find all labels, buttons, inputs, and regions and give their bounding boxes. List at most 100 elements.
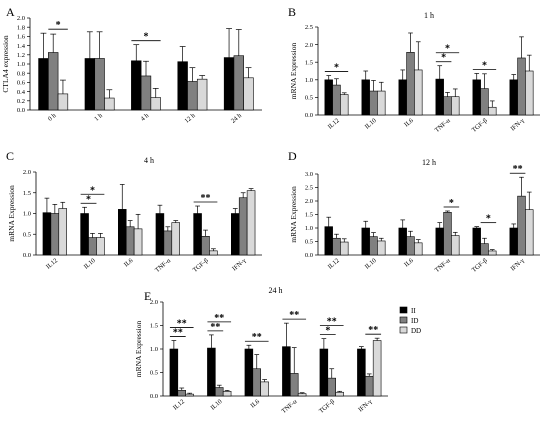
bar-b [369, 90, 378, 116]
bar-d [340, 241, 349, 256]
bar-b [488, 106, 497, 116]
y-tick-label-e: 1.0 [150, 346, 158, 353]
significance-marker-e: ** [214, 313, 224, 324]
chart-title-e: 24 h [269, 286, 283, 295]
bar-e [222, 390, 232, 397]
chart-panel-b: 1 h 0.0 0.5 1.0 1.5 2.0 2.5 mRNA Expression IL12… [289, 11, 540, 134]
y-axis-title-a: CTLA4 expression [1, 35, 10, 93]
y-tick-label-c: 0.5 [23, 231, 31, 238]
y-tick-label-d: 0.5 [305, 239, 313, 246]
bar-d [472, 227, 481, 256]
bar-c [163, 230, 173, 256]
bar-e [260, 381, 269, 397]
significance-marker-e: ** [173, 328, 183, 339]
bar-d [480, 243, 489, 256]
bar-a [38, 58, 49, 111]
bar-b [361, 79, 370, 116]
bar-c [201, 236, 210, 256]
y-tick-label-a: 2.0 [17, 15, 25, 22]
x-tick-label-b: IL6 [403, 117, 415, 129]
x-tick-label-b: TNF-α [434, 117, 453, 134]
bar-b [324, 79, 333, 116]
chart-panel-c: 4 h 0.0 0.5 1.0 1.5 2.0 mRNA Expression IL12 IL1… [7, 156, 262, 274]
panel-label-b: B [288, 5, 296, 19]
y-tick-label-d: 2.5 [305, 185, 313, 192]
bar-d [377, 240, 386, 256]
chart-title-d: 12 h [422, 158, 436, 167]
x-tick-label-b: IL10 [364, 117, 378, 130]
y-axis-title-e: mRNA Expression [134, 321, 143, 378]
bar-a [196, 78, 208, 111]
y-tick-label-b: 2.0 [305, 42, 313, 49]
bar-b [332, 84, 341, 116]
y-tick-label-d: 3.0 [305, 171, 313, 178]
bar-d [361, 227, 370, 256]
y-tick-label-e: 1.5 [150, 323, 158, 330]
x-tick-label-d: IL12 [327, 257, 341, 270]
bar-a [131, 60, 142, 111]
bar-e [297, 393, 307, 397]
x-tick-label-b: IFN-γ [509, 117, 525, 132]
bar-e [327, 377, 336, 397]
y-tick-label-a: 0.2 [17, 98, 25, 105]
bar-c [155, 213, 165, 256]
bar-e [252, 368, 261, 397]
bar-b [451, 96, 460, 116]
bar-a [243, 77, 254, 111]
bar-d [332, 237, 341, 256]
bar-a [223, 57, 235, 111]
chart-panel-d: 12 h 0.0 0.5 1.0 1.5 2.0 2.5 3.0 mRNA Expression… [289, 158, 540, 274]
bar-c [96, 237, 105, 256]
bar-e [335, 391, 344, 397]
panel-label-c: C [6, 149, 14, 163]
y-tick-label-a: 0.8 [17, 70, 25, 77]
bar-e [169, 348, 179, 397]
bar-e [365, 375, 374, 397]
significance-marker-e: ** [177, 319, 187, 330]
bar-c [193, 213, 202, 256]
y-axis-title-b: mRNA Expression [289, 43, 298, 100]
x-tick-label-a: 1 h [93, 112, 104, 123]
bar-c [118, 209, 127, 256]
significance-marker-d: ** [513, 164, 523, 175]
significance-marker-e: ** [289, 310, 299, 321]
x-tick-label-a: 12 h [183, 112, 197, 125]
significance-marker-b: * [445, 44, 450, 55]
bar-a [104, 97, 115, 111]
y-tick-label-e: 0.0 [150, 393, 158, 400]
bar-b [377, 90, 386, 116]
bar-d [324, 226, 333, 256]
x-tick-label-e: IFN-γ [357, 398, 373, 413]
significance-marker-a: * [56, 20, 61, 31]
significance-marker-e: ** [327, 317, 337, 328]
bar-a [57, 93, 69, 111]
x-tick-label-b: IL12 [327, 117, 341, 130]
bar-c [209, 250, 218, 256]
chart-title-c: 4 h [144, 156, 154, 165]
significance-marker-e: * [325, 326, 330, 337]
x-tick-label-a: 4 h [140, 112, 151, 123]
bar-c [238, 197, 248, 256]
bar-b [480, 88, 489, 116]
significance-marker-b: * [441, 53, 446, 64]
y-tick-label-e: 2.0 [150, 299, 158, 306]
y-tick-label-a: 1.8 [17, 24, 25, 31]
y-tick-label-a: 0.4 [17, 89, 26, 96]
bar-d [435, 227, 444, 256]
bar-d [369, 236, 378, 256]
significance-marker-d: * [449, 198, 454, 209]
panel-label-a: A [6, 5, 15, 19]
y-tick-label-a: 0.6 [17, 80, 26, 87]
bar-d [443, 212, 452, 256]
panel-label-d: D [288, 149, 297, 163]
bar-a [177, 61, 188, 111]
bar-e [244, 348, 254, 397]
bar-d [398, 227, 407, 256]
chart-title-b: 1 h [424, 11, 434, 20]
bar-e [319, 348, 329, 397]
y-tick-label-d: 1.5 [305, 212, 313, 219]
x-tick-label-c: IL12 [45, 257, 59, 270]
bar-e [357, 348, 366, 397]
bar-b [340, 94, 349, 116]
bar-c [88, 237, 97, 256]
